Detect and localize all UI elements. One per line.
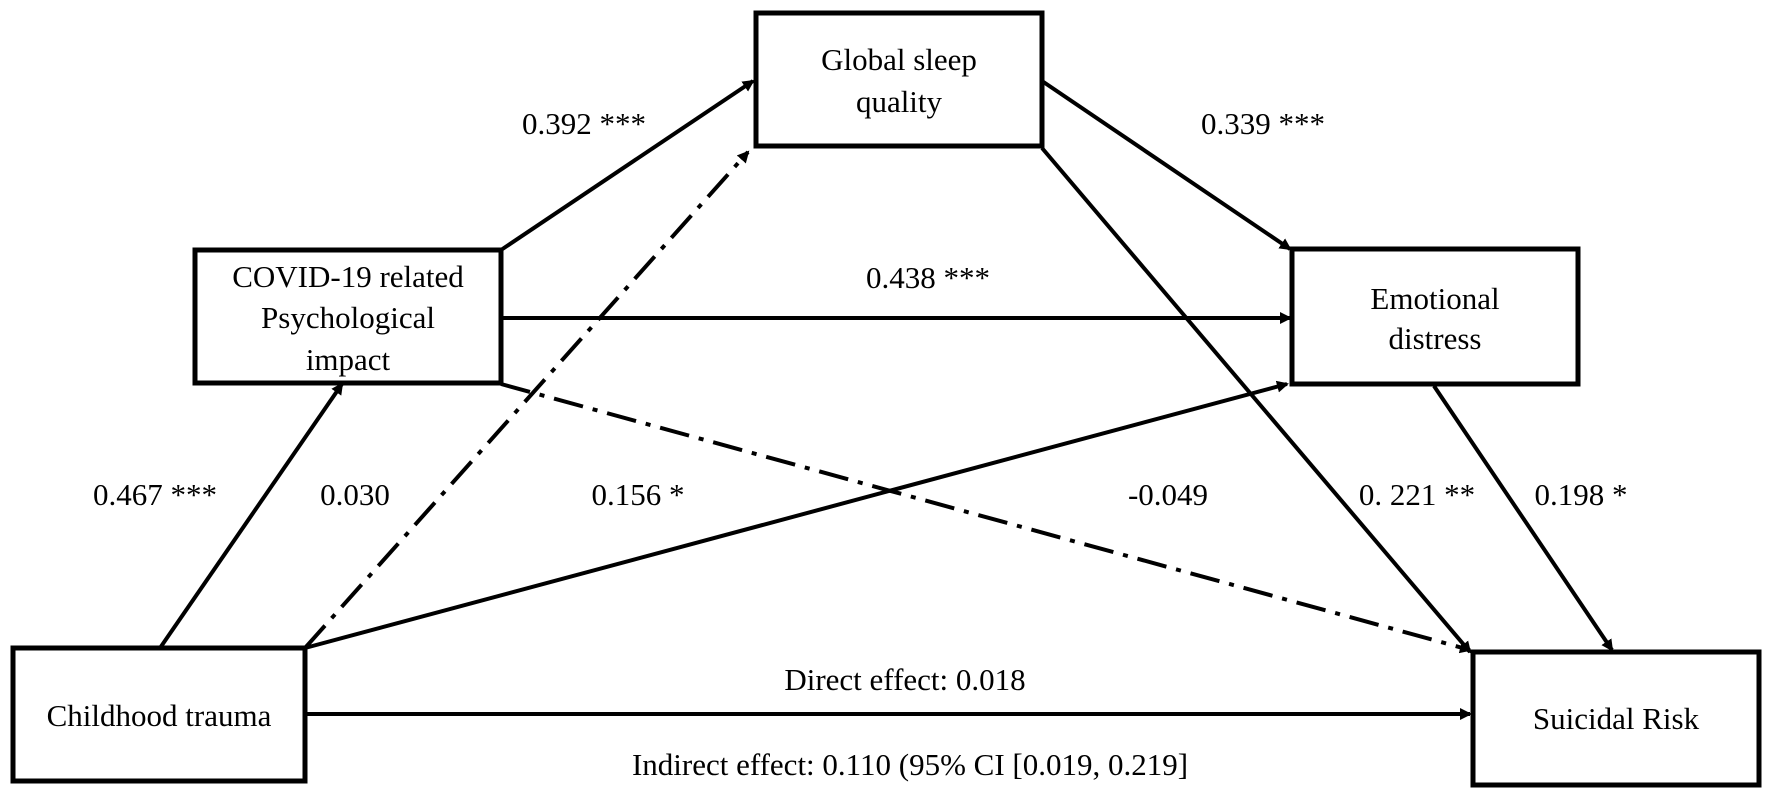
node-emotion-line-1: Emotional xyxy=(1370,281,1499,316)
label-trauma-to-sleep: 0.030 xyxy=(320,477,390,512)
node-box-sleep xyxy=(753,10,1045,149)
node-covid-line-3: impact xyxy=(306,342,391,377)
label-trauma-to-emotion: 0.156 * xyxy=(592,477,685,512)
label-covid-to-suicide: -0.049 xyxy=(1128,477,1208,512)
edge-trauma-to-sleep xyxy=(303,150,750,650)
label-trauma-to-covid: 0.467 *** xyxy=(93,477,217,512)
edge-sleep-to-suicide xyxy=(1040,146,1472,654)
label-emotion-to-suicide: 0.198 * xyxy=(1535,477,1628,512)
label-indirect-effect: Indirect effect: 0.110 (95% CI [0.019, 0… xyxy=(632,747,1188,782)
node-sleep-line-2: quality xyxy=(856,84,943,119)
label-sleep-to-emotion: 0.339 *** xyxy=(1201,106,1325,141)
edge-sleep-to-emotion xyxy=(1040,79,1292,251)
label-covid-to-sleep: 0.392 *** xyxy=(522,106,646,141)
edge-covid-to-suicide xyxy=(500,382,1472,654)
node-box-trauma xyxy=(10,645,308,784)
edge-trauma-to-emotion xyxy=(304,380,1289,650)
edge-trauma-to-covid xyxy=(158,382,344,650)
node-box-covid xyxy=(192,247,504,386)
node-box-suicide xyxy=(1470,649,1762,788)
node-sleep-line-1: Global sleep xyxy=(821,42,977,77)
edge-covid-to-sleep xyxy=(499,79,755,252)
node-covid-line-1: COVID-19 related xyxy=(232,259,464,294)
node-covid-line-2: Psychological xyxy=(261,300,435,335)
node-box-emotion xyxy=(1289,246,1581,387)
label-sleep-to-suicide: 0. 221 ** xyxy=(1359,477,1475,512)
node-emotion-line-2: distress xyxy=(1389,321,1482,356)
node-suicide-line-1: Suicidal Risk xyxy=(1533,701,1700,736)
node-trauma-line-1: Childhood trauma xyxy=(47,698,272,733)
label-direct-effect: Direct effect: 0.018 xyxy=(784,662,1025,697)
label-covid-to-emotion: 0.438 *** xyxy=(866,260,990,295)
edge-emotion-to-suicide xyxy=(1432,384,1614,652)
